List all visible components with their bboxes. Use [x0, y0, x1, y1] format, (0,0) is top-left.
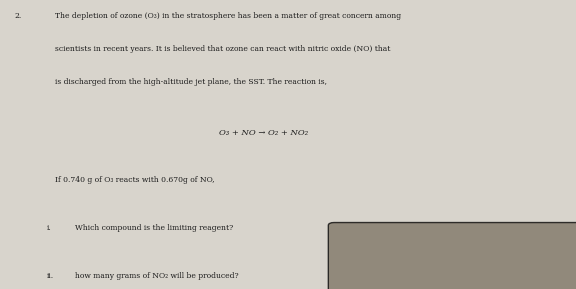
- Text: is discharged from the high-altitude jet plane, the SST. The reaction is,: is discharged from the high-altitude jet…: [55, 78, 327, 86]
- Text: i.: i.: [47, 224, 52, 232]
- Text: scientists in recent years. It is believed that ozone can react with nitric oxid: scientists in recent years. It is believ…: [55, 45, 390, 53]
- Text: The depletion of ozone (O₃) in the stratosphere has been a matter of great conce: The depletion of ozone (O₃) in the strat…: [55, 12, 401, 20]
- Text: Which compound is the limiting reagent?: Which compound is the limiting reagent?: [75, 224, 233, 232]
- Text: ii.: ii.: [47, 272, 54, 280]
- FancyBboxPatch shape: [328, 223, 576, 289]
- Text: If 0.740 g of O₃ reacts with 0.670g of NO,: If 0.740 g of O₃ reacts with 0.670g of N…: [55, 176, 214, 184]
- Text: 2.: 2.: [14, 12, 22, 20]
- Text: O₃ + NO → O₂ + NO₂: O₃ + NO → O₂ + NO₂: [219, 129, 308, 137]
- Text: how many grams of NO₂ will be produced?: how many grams of NO₂ will be produced?: [75, 272, 238, 280]
